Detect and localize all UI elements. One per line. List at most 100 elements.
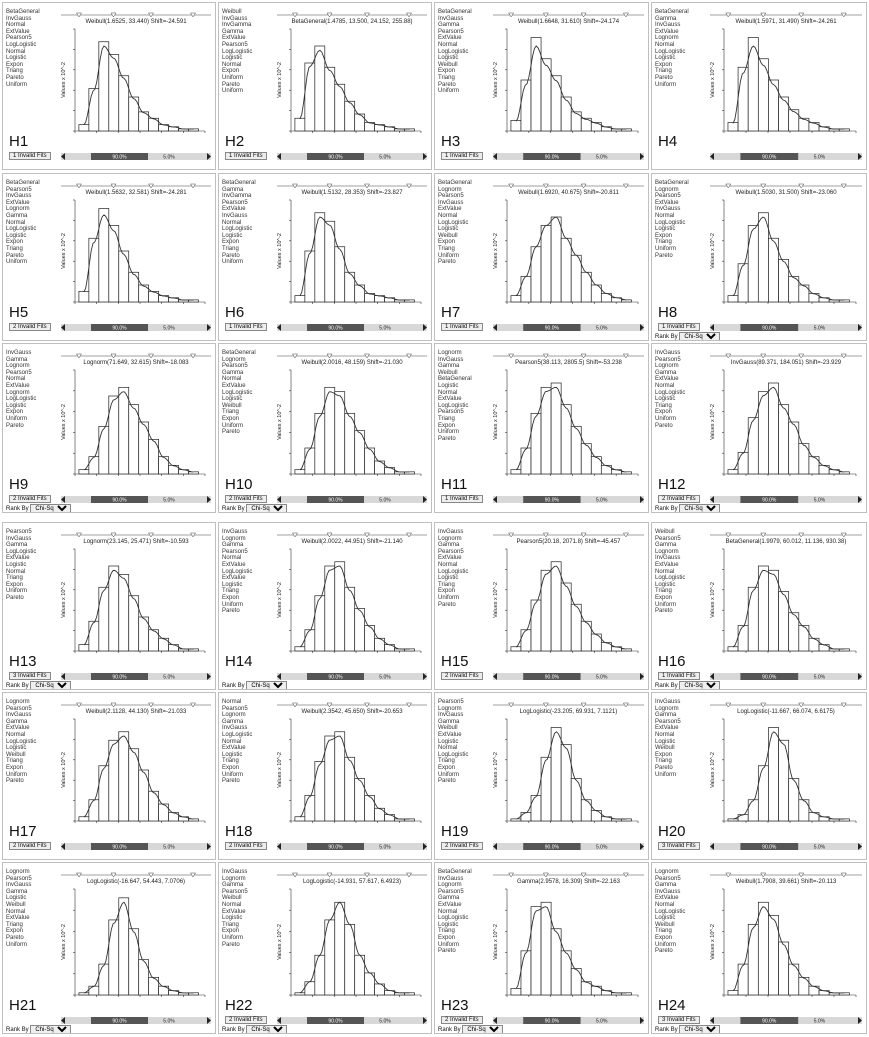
slider-marker[interactable]	[760, 12, 767, 18]
slider-marker[interactable]	[725, 183, 732, 189]
distribution-list-item[interactable]: Uniform	[6, 259, 28, 266]
distribution-list-item[interactable]: LogLogistic	[222, 731, 253, 738]
slider-marker[interactable]	[292, 702, 298, 708]
distribution-list-item[interactable]: Gamma	[222, 186, 244, 193]
distribution-list-item[interactable]: Pearson5	[438, 28, 464, 35]
distribution-list-item[interactable]: Normal	[222, 901, 242, 908]
slider-right-arrow-icon[interactable]	[858, 1017, 862, 1024]
slider-marker[interactable]	[760, 702, 767, 708]
slider-right-arrow-icon[interactable]	[207, 843, 211, 850]
distribution-list-item[interactable]: Pareto	[6, 594, 24, 601]
slider-marker[interactable]	[542, 183, 549, 189]
slider-marker[interactable]	[76, 183, 82, 189]
distribution-list-item[interactable]: Gamma	[6, 212, 28, 219]
distribution-list-item[interactable]: Expon	[655, 409, 673, 416]
distribution-list-item[interactable]: Pearson5	[222, 705, 248, 712]
distribution-list-item[interactable]: InvGauss	[6, 350, 32, 356]
distribution-list-item[interactable]: Triang	[655, 68, 672, 75]
distribution-list-item[interactable]: InvGauss	[222, 869, 248, 875]
slider-marker[interactable]	[292, 353, 298, 359]
invalid-fits-button[interactable]: 1 Invalid Fits	[441, 495, 483, 503]
invalid-fits-button[interactable]: 3 Invalid Fits	[9, 672, 51, 680]
slider-marker[interactable]	[622, 702, 629, 708]
distribution-list-item[interactable]: Uniform	[222, 771, 244, 778]
distribution-list-item[interactable]: Expon	[655, 61, 673, 68]
distribution-list-item[interactable]: InvGauss	[438, 712, 464, 719]
slider-marker[interactable]	[406, 532, 412, 538]
distribution-list-item[interactable]: Normal	[655, 212, 675, 219]
distribution-list-item[interactable]: Triang	[438, 74, 455, 81]
distribution-list-item[interactable]: Logistic	[6, 895, 27, 902]
distribution-list-item[interactable]: Lognorm	[6, 363, 30, 370]
distribution-list-item[interactable]: ExtValue	[438, 901, 462, 908]
distribution-list-item[interactable]: ExtValue	[655, 725, 679, 732]
slider-marker[interactable]	[508, 353, 515, 359]
distribution-list-item[interactable]: Pearson5	[438, 699, 464, 705]
distribution-list-item[interactable]: Expon	[222, 764, 240, 771]
distribution-list-item[interactable]: Uniform	[222, 74, 244, 81]
slider-left-arrow-icon[interactable]	[493, 324, 497, 331]
distribution-list-item[interactable]: Lognorm	[438, 882, 462, 889]
slider-marker[interactable]	[542, 353, 549, 359]
invalid-fits-button[interactable]: 2 Invalid Fits	[225, 1016, 267, 1024]
distribution-list-item[interactable]: Uniform	[438, 941, 460, 948]
distribution-list-item[interactable]: ExtValue	[6, 199, 30, 206]
percentile-slider-middle[interactable]	[307, 1017, 364, 1024]
distribution-list-item[interactable]: ExtValue	[655, 561, 679, 568]
slider-right-arrow-icon[interactable]	[423, 843, 427, 850]
distribution-list-item[interactable]: ExtValue	[438, 396, 462, 403]
distribution-list-item[interactable]: InvGauss	[438, 875, 464, 882]
distribution-list-item[interactable]: Normal	[6, 908, 26, 915]
slider-marker[interactable]	[725, 702, 732, 708]
invalid-fits-button[interactable]: 2 Invalid Fits	[9, 323, 51, 331]
slider-marker[interactable]	[508, 872, 515, 878]
slider-left-arrow-icon[interactable]	[277, 673, 281, 680]
distribution-list-item[interactable]: Gamma	[655, 712, 677, 719]
distribution-list-item[interactable]: Triang	[438, 581, 455, 588]
distribution-list-item[interactable]: InvGauss	[222, 15, 248, 22]
distribution-list-item[interactable]: Pearson5	[655, 193, 681, 200]
distribution-list-item[interactable]: Logistic	[222, 581, 243, 588]
slider-marker[interactable]	[326, 353, 333, 359]
distribution-list-item[interactable]: Uniform	[655, 415, 677, 422]
percentile-slider-middle[interactable]	[307, 324, 364, 331]
slider-marker[interactable]	[508, 12, 515, 18]
percentile-slider-middle[interactable]	[740, 673, 799, 680]
slider-right-arrow-icon[interactable]	[858, 673, 862, 680]
distribution-list-item[interactable]: Pearson5	[222, 888, 248, 895]
distribution-list-item[interactable]: Uniform	[222, 422, 244, 429]
distribution-list-item[interactable]: InvGauss	[655, 206, 681, 213]
slider-left-arrow-icon[interactable]	[61, 843, 65, 850]
distribution-list-item[interactable]: LogLogistic	[655, 908, 686, 915]
distribution-list-item[interactable]: Gamma	[438, 718, 460, 725]
percentile-slider-middle[interactable]	[523, 673, 581, 680]
distribution-list-item[interactable]: LogLogistic	[438, 915, 469, 922]
percentile-slider-middle[interactable]	[307, 496, 364, 503]
distribution-list-item[interactable]: Expon	[655, 934, 673, 941]
distribution-list-item[interactable]: Pearson5	[655, 356, 681, 363]
distribution-list-item[interactable]: Pareto	[655, 948, 673, 955]
slider-marker[interactable]	[725, 12, 732, 18]
rank-by-select[interactable]: Chi-Sq	[246, 681, 288, 689]
slider-marker[interactable]	[148, 183, 154, 189]
distribution-list-item[interactable]: Logistic	[6, 402, 27, 409]
slider-marker[interactable]	[508, 702, 515, 708]
distribution-list-item[interactable]: Normal	[655, 41, 675, 48]
distribution-list-item[interactable]: Expon	[438, 934, 456, 941]
distribution-list-item[interactable]: Gamma	[222, 542, 244, 549]
slider-marker[interactable]	[148, 353, 154, 359]
distribution-list-item[interactable]: Lognorm	[438, 535, 462, 542]
distribution-list-item[interactable]: Triang	[222, 758, 239, 765]
distribution-list-item[interactable]: Gamma	[222, 28, 244, 35]
distribution-list-item[interactable]: LogLogistic	[6, 738, 37, 745]
distribution-list-item[interactable]: Normal	[222, 699, 242, 705]
distribution-list-item[interactable]: Triang	[222, 921, 239, 928]
distribution-list-item[interactable]: LogLogistic	[222, 389, 253, 396]
percentile-slider-middle[interactable]	[91, 843, 148, 850]
distribution-list-item[interactable]: Lognorm	[438, 705, 462, 712]
distribution-list-item[interactable]: Pareto	[655, 74, 673, 81]
invalid-fits-button[interactable]: 2 Invalid Fits	[225, 495, 267, 503]
distribution-list-item[interactable]: InvGauss	[6, 712, 32, 719]
slider-marker[interactable]	[148, 12, 154, 18]
distribution-list-item[interactable]: LogLogistic	[438, 402, 469, 409]
